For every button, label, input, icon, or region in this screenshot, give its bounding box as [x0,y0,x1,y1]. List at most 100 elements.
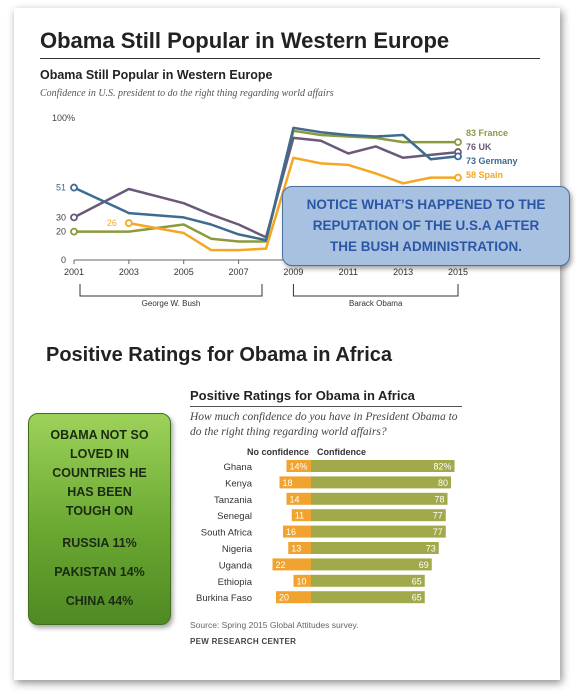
series-line-spain [128,156,458,252]
era-bush-bracket [79,284,263,297]
series-line-germany [73,126,459,242]
bar-no-confidence [276,591,311,604]
bar-label-confidence: 78 [434,494,444,504]
green-note-box: OBAMA NOT SO LOVED IN COUNTRIES HE HAS B… [28,413,171,625]
value-label-germany-2001: 51 [56,183,66,193]
bar-confidence [311,525,446,538]
bar-label-no-confidence: 22 [276,560,286,570]
series-end-label: 83 France [466,128,508,138]
bar-confidence [311,509,446,522]
bar-confidence [311,542,439,554]
y-tick-label: 30 [56,212,66,222]
green-note-item: CHINA 44% [65,594,134,608]
green-note-line: TOUGH ON [65,504,134,518]
green-note-line: HAS BEEN [67,485,132,499]
y-tick-label: 20 [56,227,66,237]
africa-chart-question: How much confidence do you have in Presi… [190,411,458,438]
africa-title-rule [190,406,462,407]
bar-label-confidence: 65 [412,576,422,586]
callout-line: NOTICE WHAT’S HAPPENED TO THE [306,197,546,212]
callout-box: NOTICE WHAT’S HAPPENED TO THE REPUTATION… [282,186,570,266]
bar-label-no-confidence: 10 [297,576,307,586]
callout-line: REPUTATION OF THE U.S.A AFTER [312,218,540,233]
bar-label-no-confidence: 14% [290,462,308,472]
bar-confidence [311,591,425,604]
x-tick-label: 2013 [393,267,413,277]
series-end-label: 58 Spain [466,170,503,180]
europe-chart-title: Obama Still Popular in Western Europe [40,68,273,82]
bar-no-confidence [286,492,311,505]
bar-confidence [311,574,425,587]
africa-chart-title: Positive Ratings for Obama in Africa [190,388,415,403]
bar-no-confidence [291,509,311,522]
y-tick-label: 0 [61,255,66,265]
bar-label-no-confidence: 14 [290,494,300,504]
bar-label-no-confidence: 16 [286,527,296,537]
bar-label-no-confidence: 11 [295,511,304,521]
bar-no-confidence [293,574,311,587]
series-start-marker [70,213,78,222]
green-note-line: COUNTRIES HE [52,466,147,480]
value-label-spain-2003: 26 [107,218,117,228]
green-note-item: PAKISTAN 14% [54,565,145,579]
bar-no-confidence [279,476,311,489]
series-end-label: 73 Germany [466,156,518,166]
series-start-marker [70,183,78,192]
credit-note: PEW RESEARCH CENTER [190,637,297,646]
bar-label-confidence: 80 [438,478,448,488]
green-note-heading: OBAMA NOT SO LOVED IN COUNTRIES HE HAS B… [29,426,170,521]
x-tick-label: 2007 [229,267,249,277]
bar-label-no-confidence: 13 [291,544,301,554]
bar-no-confidence [283,525,311,538]
callout-line: THE BUSH ADMINISTRATION. [330,239,522,254]
europe-chart-subtitle: Confidence in U.S. president to do the r… [40,88,334,99]
column-header-confidence: Confidence [317,447,366,457]
green-note-line: LOVED IN [69,447,130,461]
bar-no-confidence [288,542,311,554]
bar-label-confidence: 69 [419,560,429,570]
x-tick-label: 2001 [64,267,84,277]
bar-label-confidence: 77 [433,511,443,521]
page-title: Obama Still Popular in Western Europe [40,28,450,53]
era-bush-label: George W. Bush [142,299,201,308]
bar-label-confidence: 73 [426,544,436,554]
x-tick-label: 2011 [339,267,358,277]
series-line-uk [73,136,459,239]
series-end-marker [454,138,462,147]
europe-line-chart: 100% 30 20 0 2001 2003 2005 2007 2009 2011 2013 201… [52,113,518,308]
series-start-marker [124,219,133,227]
series-end-marker [454,173,462,182]
category-label: Kenya [225,478,253,489]
title-rule [40,58,540,59]
y-tick-label: 100% [52,113,75,123]
x-tick-label: 2005 [174,267,194,277]
category-label: South Africa [201,528,253,539]
source-note: Source: Spring 2015 Global Attitudes sur… [190,620,359,630]
series-start-marker [70,227,78,236]
category-label: Uganda [219,560,253,571]
category-label: Ghana [223,462,252,473]
bar-confidence [311,492,448,505]
x-tick-label: 2015 [448,267,468,277]
bar-confidence [311,558,432,571]
era-obama-bracket [292,284,459,297]
green-note-line: OBAMA NOT SO [50,428,149,442]
bar-no-confidence [272,558,311,571]
bar-no-confidence [286,460,311,472]
era-obama-label: Barack Obama [349,299,403,308]
bar-label-no-confidence: 18 [283,478,293,488]
category-label: Tanzania [214,495,253,506]
column-header-no-confidence: No confidence [247,447,309,457]
category-label: Nigeria [222,544,253,555]
category-label: Ethiopia [218,577,253,588]
bar-label-confidence: 77 [433,527,443,537]
bar-confidence [311,460,455,472]
bar-label-no-confidence: 20 [279,593,289,603]
bar-label-confidence: 65 [412,593,422,603]
bar-label-confidence: 82% [433,462,451,472]
x-tick-label: 2009 [283,267,303,277]
green-note-item: RUSSIA 11% [62,536,137,550]
x-tick-label: 2003 [119,267,139,277]
category-label: Burkina Faso [196,593,252,604]
